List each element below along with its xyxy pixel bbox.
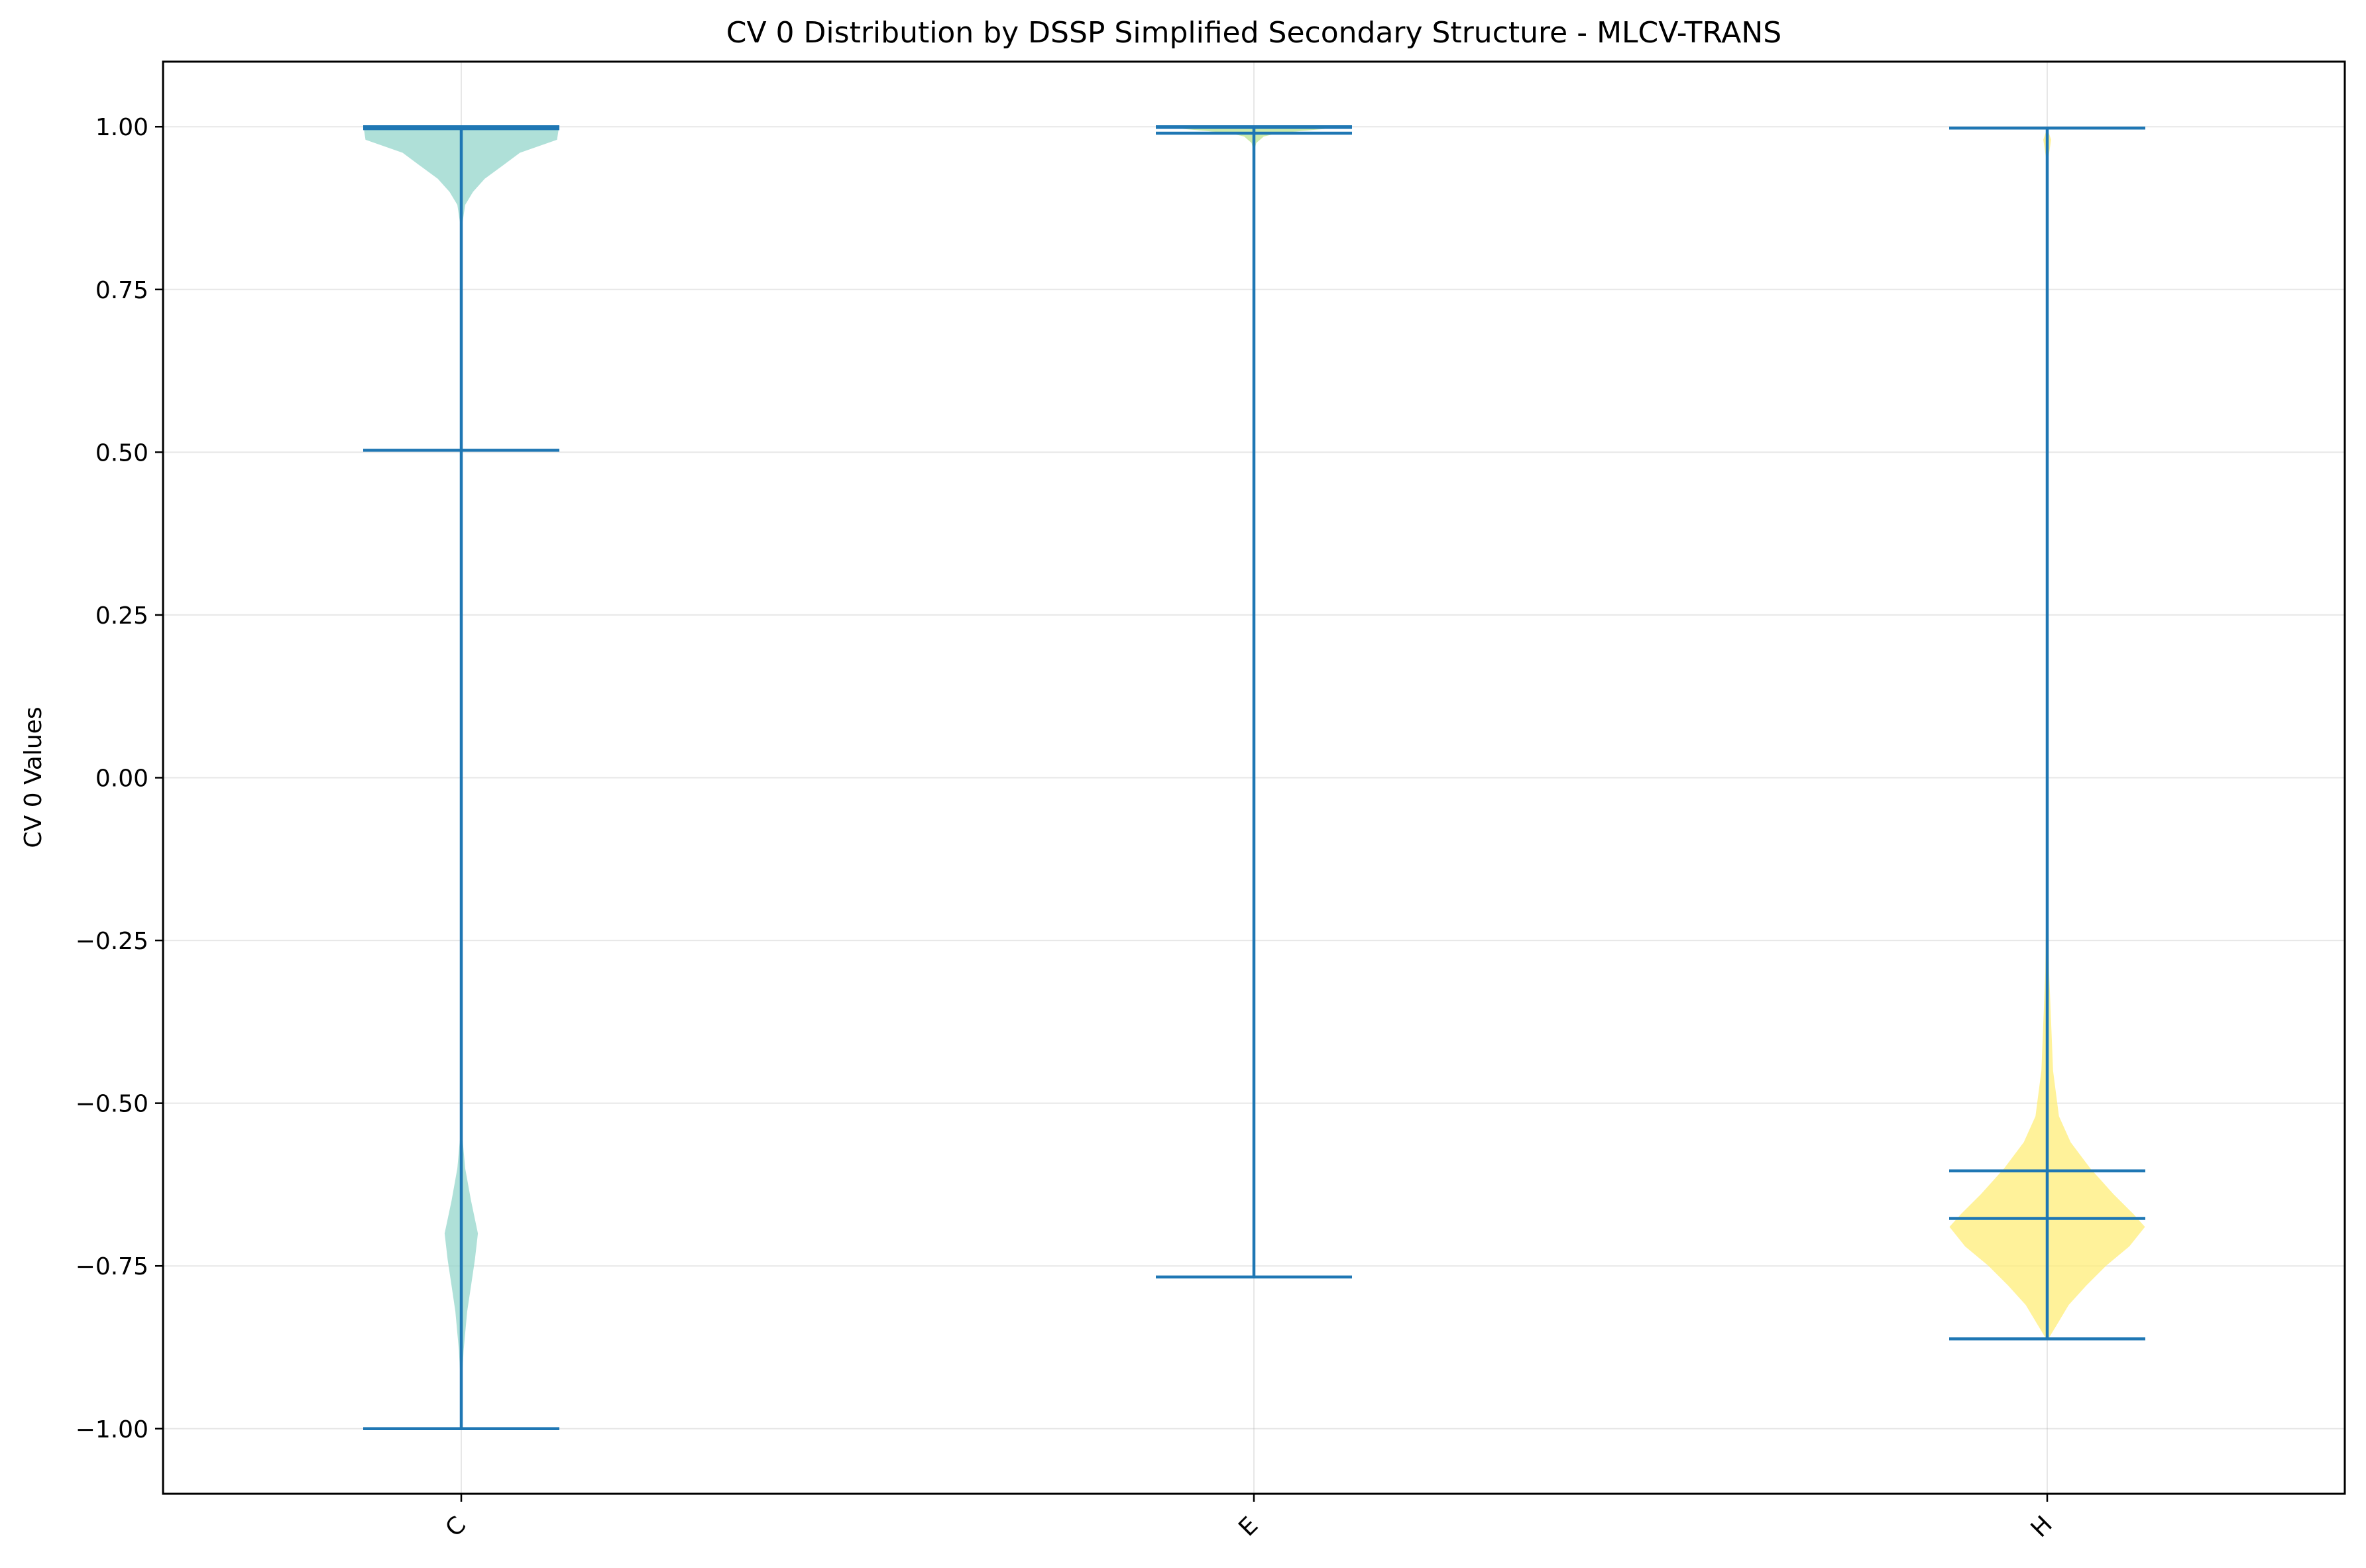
- y-axis-ticks: 1.00 0.75 0.50 0.25 0.00 −0.25 −0.50 −0.75 −1.00: [76, 114, 163, 1443]
- y-tick-label: 0.50: [95, 439, 148, 467]
- y-tick-label: 1.00: [95, 114, 148, 141]
- y-tick-label: 0.75: [95, 277, 148, 304]
- violin-stat-lines: [363, 125, 2145, 1431]
- y-tick-label: −0.25: [76, 928, 148, 955]
- y-tick-label: −0.75: [76, 1253, 148, 1280]
- y-tick-label: 0.00: [95, 765, 148, 793]
- y-tick-label: −0.50: [76, 1091, 148, 1118]
- chart-title: CV 0 Distribution by DSSP Simplified Sec…: [726, 16, 1782, 50]
- y-tick-label: −1.00: [76, 1416, 148, 1443]
- y-tick-label: 0.25: [95, 602, 148, 630]
- y-axis-label: CV 0 Values: [20, 706, 47, 848]
